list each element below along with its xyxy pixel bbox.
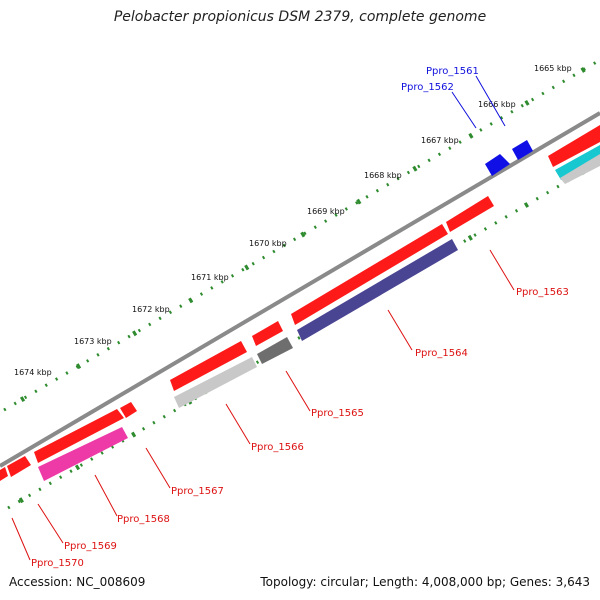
gene-label-ppro-1568[interactable]: Ppro_1568 (117, 514, 170, 525)
gene-label-ppro-1566[interactable]: Ppro_1566 (251, 442, 304, 453)
tick-label-1672: 1672 kbp (132, 305, 170, 314)
outer-scale-major-ticks (2, 57, 600, 413)
gene-label-ppro-1561[interactable]: Ppro_1561 (426, 66, 479, 77)
tick-label-1673: 1673 kbp (74, 337, 112, 346)
gene-feature[interactable] (485, 154, 510, 176)
gene-feature[interactable] (555, 145, 600, 180)
gene-feature[interactable] (7, 456, 31, 477)
tick-label-1665: 1665 kbp (534, 64, 572, 73)
gene-label-ppro-1562[interactable]: Ppro_1562 (401, 82, 454, 93)
gene-feature[interactable] (257, 337, 293, 364)
gene-label-ppro-1565[interactable]: Ppro_1565 (311, 408, 364, 419)
gene-feature[interactable] (252, 321, 283, 346)
gene-label-leaders (11, 75, 515, 561)
tick-label-1670: 1670 kbp (249, 239, 287, 248)
gene-feature[interactable] (0, 467, 8, 481)
tick-label-1667: 1667 kbp (421, 136, 459, 145)
genome-backbone (0, 111, 600, 468)
gene-feature[interactable] (512, 140, 533, 160)
gene-feature[interactable] (446, 196, 494, 232)
tick-label-1674: 1674 kbp (14, 368, 52, 377)
gene-feature[interactable] (38, 427, 128, 481)
gene-feature[interactable] (34, 409, 124, 463)
gene-feature[interactable] (560, 154, 600, 184)
tick-label-1671: 1671 kbp (191, 273, 229, 282)
gene-feature[interactable] (174, 357, 257, 408)
diagram-title: Pelobacter propionicus DSM 2379, complet… (113, 9, 487, 25)
gene-feature[interactable] (170, 341, 247, 391)
gene-feature[interactable] (297, 239, 458, 341)
gene-label-ppro-1570[interactable]: Ppro_1570 (31, 558, 84, 569)
gene-feature[interactable] (291, 224, 448, 325)
gene-label-ppro-1563[interactable]: Ppro_1563 (516, 287, 569, 298)
tick-label-1669: 1669 kbp (307, 207, 345, 216)
gene-label-ppro-1569[interactable]: Ppro_1569 (64, 541, 117, 552)
forward-genes (0, 125, 600, 481)
gene-labels: Ppro_1561 Ppro_1562 Ppro_1563 Ppro_1564 … (31, 66, 569, 569)
accession-text: Accession: NC_008609 (9, 575, 146, 589)
tick-label-1668: 1668 kbp (364, 171, 402, 180)
gene-feature[interactable] (548, 125, 600, 167)
topology-text: Topology: circular; Length: 4,008,000 bp… (260, 575, 590, 589)
tick-label-1666: 1666 kbp (478, 100, 516, 109)
reverse-genes (38, 145, 600, 481)
gene-feature[interactable] (120, 402, 137, 418)
gene-label-ppro-1567[interactable]: Ppro_1567 (171, 486, 224, 497)
scale-tick-labels: 1665 kbp 1666 kbp 1667 kbp 1668 kbp 1669… (14, 64, 572, 377)
gene-label-ppro-1564[interactable]: Ppro_1564 (415, 348, 468, 359)
